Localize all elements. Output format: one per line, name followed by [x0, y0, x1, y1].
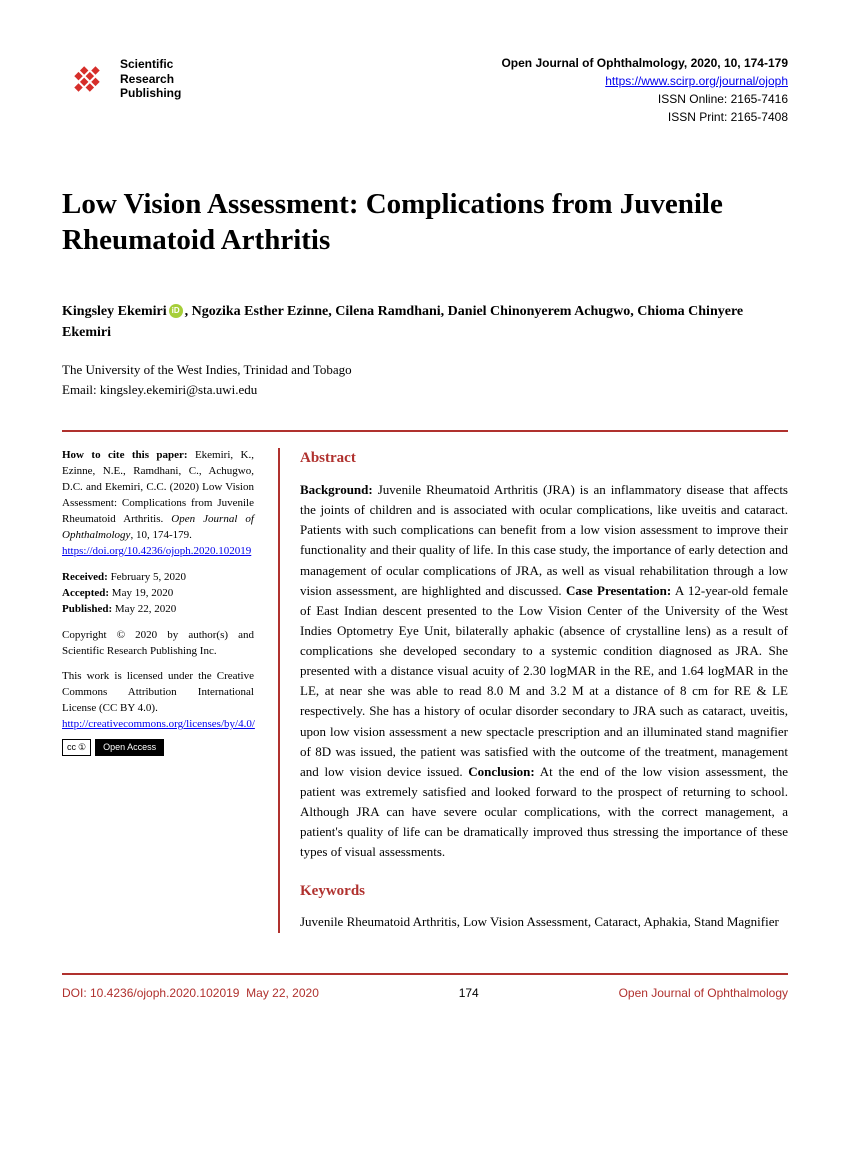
- abstract-heading: Abstract: [300, 448, 788, 470]
- keywords-heading: Keywords: [300, 881, 788, 903]
- publisher-logo-icon: [62, 54, 112, 104]
- orcid-icon[interactable]: [169, 304, 183, 318]
- footer-left: DOI: 10.4236/ojoph.2020.102019 May 22, 2…: [62, 985, 319, 1002]
- footer-date: May 22, 2020: [246, 986, 319, 1000]
- journal-url-link[interactable]: https://www.scirp.org/journal/ojoph: [605, 74, 788, 88]
- cite-label: How to cite this paper:: [62, 449, 188, 461]
- license-text: This work is licensed under the Creative…: [62, 670, 254, 714]
- background-label: Background:: [300, 482, 373, 497]
- received-label: Received:: [62, 571, 108, 583]
- background-text: Juvenile Rheumatoid Arthritis (JRA) is a…: [300, 482, 788, 598]
- license-block: This work is licensed under the Creative…: [62, 669, 254, 733]
- publisher-line2: Research: [120, 72, 181, 86]
- case-label: Case Presentation:: [566, 583, 671, 598]
- sidebar: How to cite this paper: Ekemiri, K., Ezi…: [62, 448, 254, 932]
- footer-journal: Open Journal of Ophthalmology: [619, 985, 788, 1002]
- cite-vol: , 10, 174-179.: [130, 529, 191, 541]
- publisher-name: Scientific Research Publishing: [120, 57, 181, 100]
- abstract-body: Background: Juvenile Rheumatoid Arthriti…: [300, 480, 788, 863]
- doi-link[interactable]: https://doi.org/10.4236/ojoph.2020.10201…: [62, 545, 251, 557]
- journal-info: Open Journal of Ophthalmology, 2020, 10,…: [501, 54, 788, 126]
- page-footer: DOI: 10.4236/ojoph.2020.102019 May 22, 2…: [62, 973, 788, 1002]
- received-date: February 5, 2020: [108, 571, 186, 583]
- accepted-date: May 19, 2020: [109, 587, 173, 599]
- copyright-text: Copyright © 2020 by author(s) and Scient…: [62, 628, 254, 660]
- affiliation: The University of the West Indies, Trini…: [62, 361, 788, 380]
- authors-block: Kingsley Ekemiri, Ngozika Esther Ezinne,…: [62, 301, 788, 343]
- footer-page: 174: [459, 985, 479, 1002]
- case-text: A 12-year-old female of East Indian desc…: [300, 583, 788, 779]
- accepted-label: Accepted:: [62, 587, 109, 599]
- citation-block: How to cite this paper: Ekemiri, K., Ezi…: [62, 448, 254, 560]
- main-column: Abstract Background: Juvenile Rheumatoid…: [278, 448, 788, 932]
- author-email: Email: kingsley.ekemiri@sta.uwi.edu: [62, 381, 788, 400]
- header: Scientific Research Publishing Open Jour…: [62, 54, 788, 126]
- issn-online: ISSN Online: 2165-7416: [501, 90, 788, 108]
- publisher-line1: Scientific: [120, 57, 181, 71]
- keywords-text: Juvenile Rheumatoid Arthritis, Low Visio…: [300, 912, 788, 932]
- dates-block: Received: February 5, 2020 Accepted: May…: [62, 570, 254, 618]
- published-label: Published:: [62, 603, 112, 615]
- footer-doi: DOI: 10.4236/ojoph.2020.102019: [62, 986, 239, 1000]
- journal-citation: Open Journal of Ophthalmology, 2020, 10,…: [501, 54, 788, 72]
- body-columns: How to cite this paper: Ekemiri, K., Ezi…: [62, 448, 788, 932]
- license-badges: cc ① Open Access: [62, 739, 254, 756]
- article-title: Low Vision Assessment: Complications fro…: [62, 186, 788, 259]
- issn-print: ISSN Print: 2165-7408: [501, 108, 788, 126]
- publisher-line3: Publishing: [120, 86, 181, 100]
- author-1: Kingsley Ekemiri: [62, 304, 167, 319]
- license-link[interactable]: http://creativecommons.org/licenses/by/4…: [62, 718, 255, 730]
- publisher-logo-block: Scientific Research Publishing: [62, 54, 181, 104]
- conclusion-label: Conclusion:: [468, 764, 534, 779]
- cc-badge: cc ①: [62, 739, 91, 756]
- open-access-badge: Open Access: [95, 739, 164, 756]
- top-divider: [62, 430, 788, 432]
- published-date: May 22, 2020: [112, 603, 176, 615]
